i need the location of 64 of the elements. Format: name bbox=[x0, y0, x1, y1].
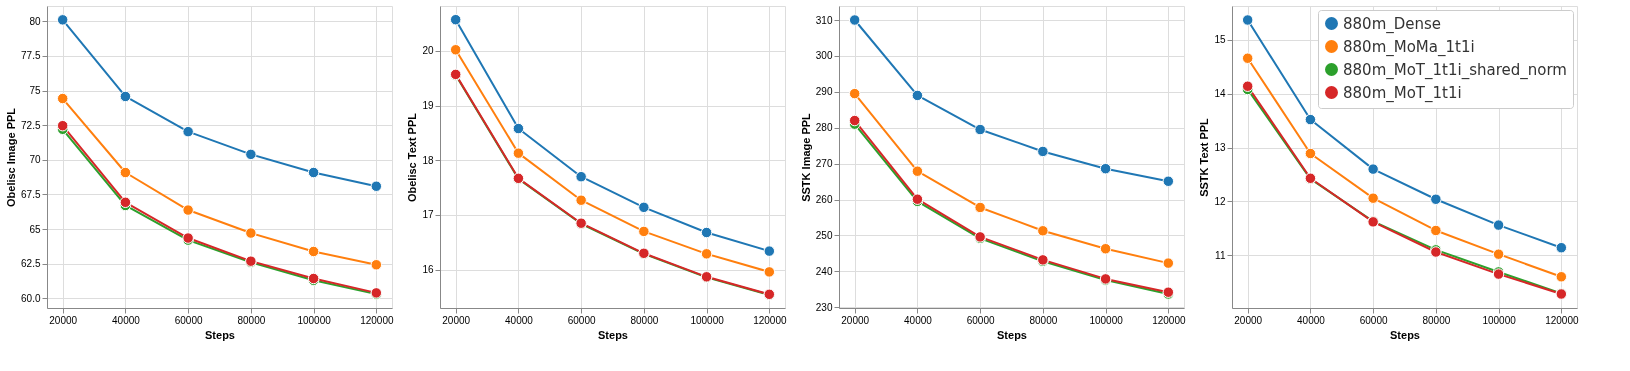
y-tick-label: 240 bbox=[815, 265, 833, 277]
x-tick-label: 40000 bbox=[1297, 314, 1326, 326]
y-tick-label: 60.0 bbox=[21, 292, 41, 304]
y-tick-label: 72.5 bbox=[21, 119, 41, 131]
x-tick-label: 40000 bbox=[505, 314, 534, 326]
y-tick-label: 310 bbox=[815, 14, 833, 26]
legend-label: 880m_MoMa_1t1i bbox=[1343, 37, 1475, 57]
x-tick-label: 40000 bbox=[112, 314, 141, 326]
y-tick-label: 260 bbox=[815, 194, 833, 206]
x-tick-label: 120000 bbox=[753, 314, 787, 326]
y-tick-label: 16 bbox=[422, 264, 434, 276]
y-axis-title: SSTK Image PPL bbox=[799, 112, 812, 202]
x-tick-label: 20000 bbox=[1234, 314, 1263, 326]
x-tick-label: 40000 bbox=[904, 314, 933, 326]
y-tick-label: 77.5 bbox=[21, 50, 41, 62]
x-tick-label: 100000 bbox=[1089, 314, 1124, 326]
x-tick-label: 80000 bbox=[1029, 314, 1058, 326]
y-tick-label: 230 bbox=[815, 301, 833, 313]
x-tick-label: 100000 bbox=[690, 314, 725, 326]
y-tick-label: 65 bbox=[29, 223, 41, 235]
y-tick-label: 280 bbox=[815, 122, 833, 134]
y-tick-label: 12 bbox=[1214, 195, 1226, 207]
legend-label: 880m_Dense bbox=[1343, 14, 1442, 34]
y-tick-label: 290 bbox=[815, 86, 833, 98]
x-axis-title: Steps bbox=[598, 328, 628, 341]
x-axis-title: Steps bbox=[205, 328, 235, 341]
y-tick-label: 250 bbox=[815, 229, 833, 241]
y-tick-label: 80 bbox=[29, 15, 41, 27]
x-tick-label: 120000 bbox=[360, 314, 394, 326]
y-tick-label: 17 bbox=[422, 209, 434, 221]
x-tick-label: 120000 bbox=[1545, 314, 1579, 326]
y-tick-label: 18 bbox=[422, 154, 434, 166]
legend-label: 880m_MoT_1t1i_shared_norm bbox=[1343, 60, 1567, 80]
y-axis-title: SSTK Text PPL bbox=[1198, 117, 1211, 197]
y-tick-label: 67.5 bbox=[21, 188, 41, 200]
legend-label: 880m_MoT_1t1i bbox=[1343, 83, 1462, 103]
y-tick-label: 270 bbox=[815, 158, 833, 170]
y-tick-label: 20 bbox=[422, 45, 434, 57]
x-tick-label: 60000 bbox=[567, 314, 596, 326]
x-tick-label: 60000 bbox=[174, 314, 203, 326]
x-tick-label: 60000 bbox=[966, 314, 995, 326]
y-tick-label: 300 bbox=[815, 50, 833, 62]
y-tick-label: 11 bbox=[1215, 249, 1226, 261]
y-tick-label: 14 bbox=[1214, 88, 1226, 100]
y-tick-label: 75 bbox=[29, 85, 41, 96]
x-tick-label: 80000 bbox=[630, 314, 659, 326]
x-tick-label: 80000 bbox=[237, 314, 266, 326]
y-axis-title: Obelisc Image PPL bbox=[5, 107, 18, 208]
y-tick-label: 19 bbox=[422, 100, 434, 112]
y-tick-label: 15 bbox=[1214, 34, 1226, 46]
x-axis-title: Steps bbox=[1390, 328, 1420, 341]
x-tick-label: 100000 bbox=[1482, 314, 1517, 326]
x-tick-label: 20000 bbox=[442, 314, 471, 326]
x-tick-label: 60000 bbox=[1359, 314, 1388, 326]
y-tick-label: 62.5 bbox=[21, 258, 41, 270]
x-tick-label: 100000 bbox=[297, 314, 332, 326]
y-tick-label: 13 bbox=[1214, 142, 1226, 154]
x-tick-label: 80000 bbox=[1422, 314, 1451, 326]
x-tick-label: 120000 bbox=[1152, 314, 1186, 326]
x-tick-label: 20000 bbox=[49, 314, 78, 326]
x-tick-label: 20000 bbox=[841, 314, 870, 326]
y-axis-title: Obelisc Text PPL bbox=[406, 112, 419, 203]
y-tick-label: 70 bbox=[29, 154, 41, 166]
x-axis-title: Steps bbox=[997, 328, 1027, 341]
